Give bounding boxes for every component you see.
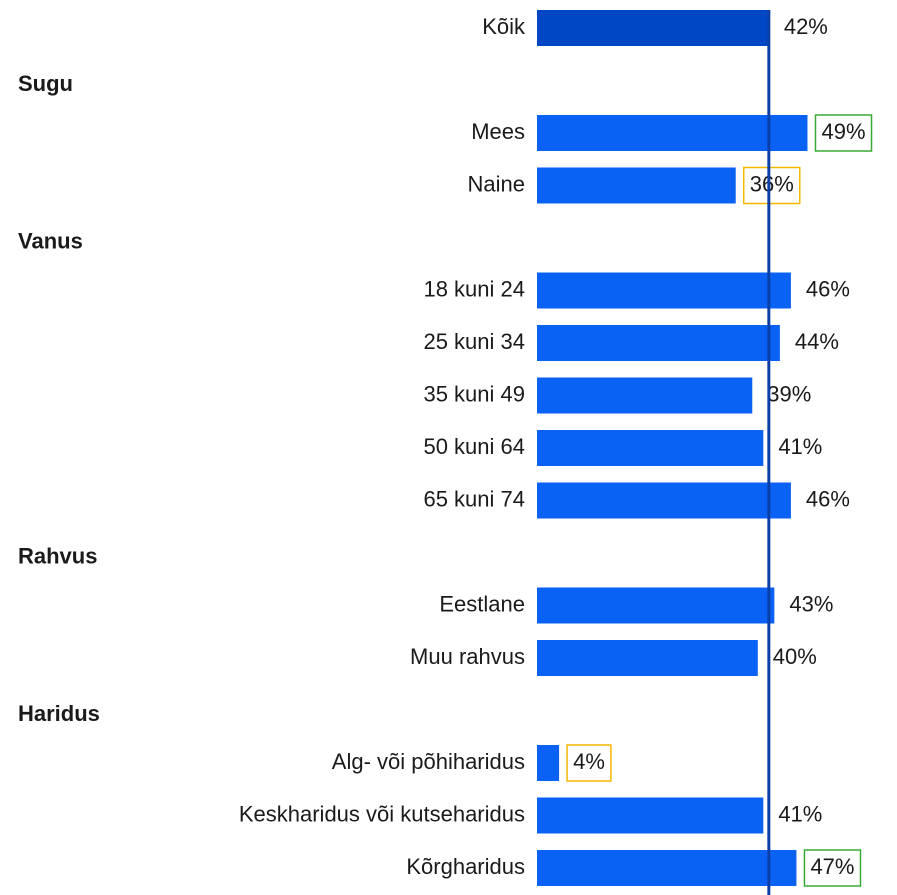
bar [537, 10, 769, 46]
category-label: Keskharidus või kutseharidus [239, 801, 525, 826]
bar [537, 272, 791, 309]
bar [537, 325, 780, 361]
value-label-box [566, 744, 612, 782]
value-label: 39% [767, 381, 811, 406]
group-header: Vanus [18, 228, 83, 253]
category-label: Muu rahvus [410, 644, 525, 669]
group-header: Sugu [18, 71, 73, 96]
value-label: 43% [789, 591, 833, 616]
bar [537, 482, 791, 519]
category-label: 65 kuni 74 [423, 486, 525, 511]
value-label: 49% [821, 119, 865, 144]
bar [537, 640, 758, 676]
category-label: Naine [468, 171, 525, 196]
value-label-box [742, 166, 801, 205]
value-label: 44% [795, 329, 839, 354]
bar [537, 115, 808, 151]
bar [537, 745, 560, 781]
value-label-box [803, 849, 862, 887]
value-label: 40% [773, 644, 817, 669]
bar [537, 430, 764, 466]
value-label: 41% [778, 434, 822, 459]
value-label: 47% [810, 854, 854, 879]
bar [537, 797, 764, 834]
category-label: Eestlane [439, 591, 525, 616]
group-header: Rahvus [18, 543, 97, 568]
bar [537, 167, 736, 204]
bar [537, 377, 753, 414]
value-label-box [814, 114, 873, 152]
category-label: 35 kuni 49 [423, 381, 525, 406]
value-label: 42% [784, 14, 828, 39]
value-label: 46% [806, 276, 850, 301]
category-label: Alg- või põhiharidus [332, 749, 525, 774]
value-label: 41% [778, 801, 822, 826]
category-label: Kõrgharidus [406, 854, 525, 879]
category-label: 25 kuni 34 [423, 329, 525, 354]
value-label: 4% [573, 749, 605, 774]
value-label: 36% [750, 171, 794, 196]
group-header: Haridus [18, 701, 100, 726]
category-label: 18 kuni 24 [423, 276, 525, 301]
category-label: Mees [471, 119, 525, 144]
category-label: Kõik [482, 14, 526, 39]
value-label: 46% [806, 486, 850, 511]
category-label: 50 kuni 64 [423, 434, 525, 459]
bar [537, 850, 797, 886]
bar [537, 587, 775, 624]
